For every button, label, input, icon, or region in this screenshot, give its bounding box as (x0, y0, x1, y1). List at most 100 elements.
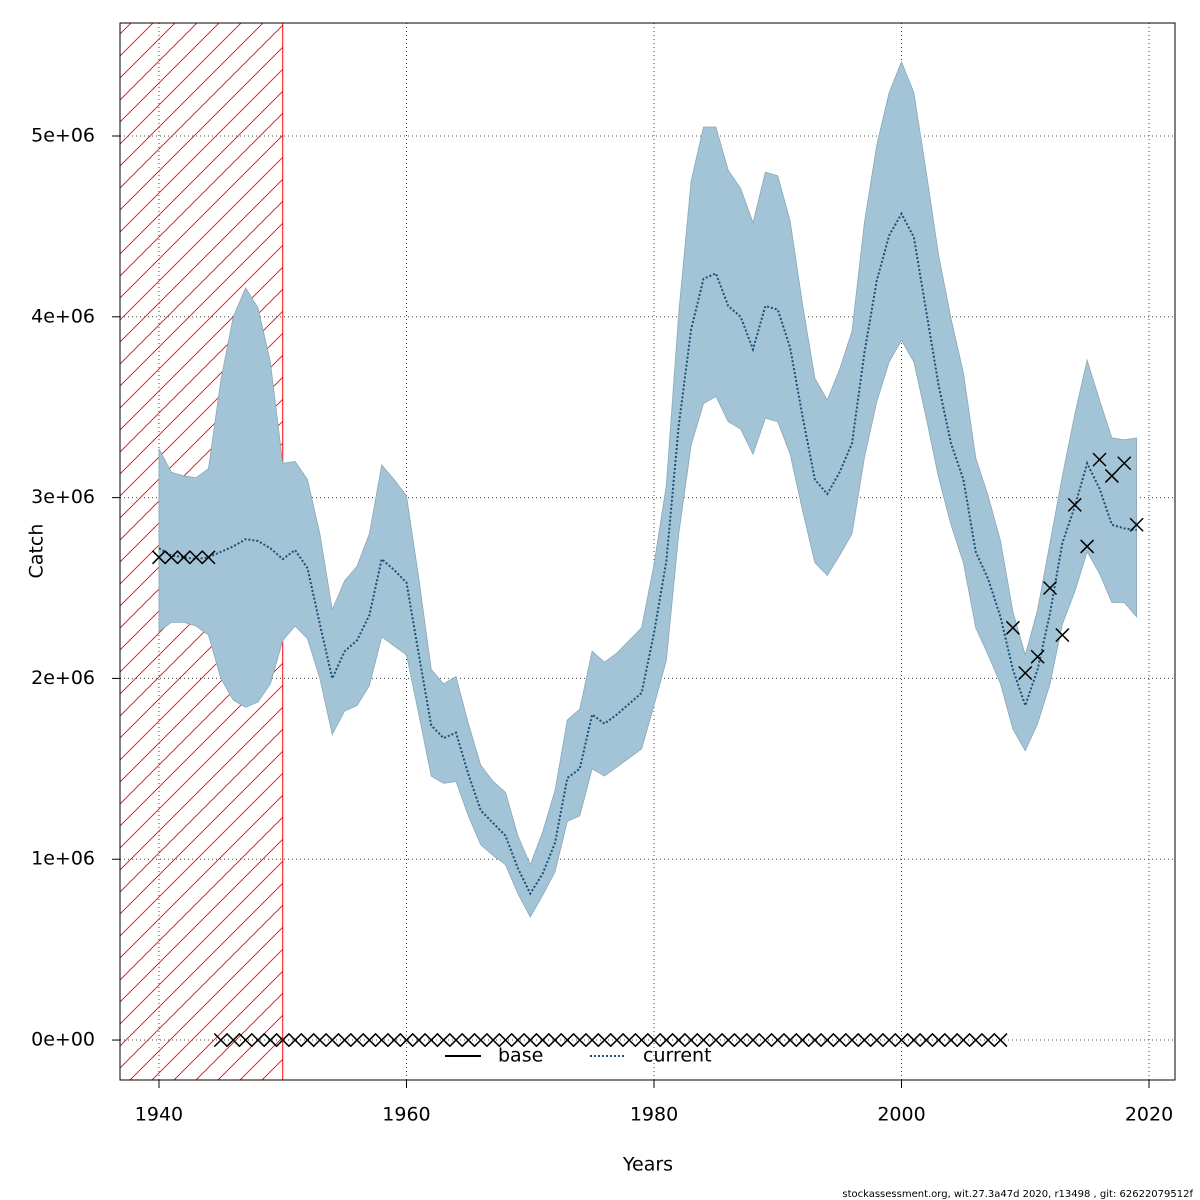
marker-stroke (597, 1033, 612, 1048)
observed-marker (1104, 468, 1119, 483)
observed-marker (1042, 580, 1058, 596)
observed-marker (238, 1033, 253, 1048)
marker-stroke (906, 1033, 921, 1048)
marker-stroke (164, 550, 179, 565)
marker-stroke (510, 1033, 525, 1048)
marker-stroke (374, 1033, 389, 1048)
marker-stroke (275, 1033, 290, 1048)
observed-marker (609, 1033, 624, 1048)
observed-marker (547, 1033, 563, 1048)
marker-stroke (869, 1033, 884, 1048)
observed-marker (337, 1033, 352, 1048)
marker-stroke (820, 1033, 835, 1048)
marker-stroke (362, 1033, 377, 1048)
observed-marker (1117, 456, 1132, 471)
plot-frame (119, 22, 1176, 1081)
marker-stroke (461, 1033, 476, 1048)
observed-marker (523, 1033, 538, 1048)
marker-stroke (337, 1033, 352, 1048)
marker-stroke (238, 1033, 253, 1048)
marker-stroke (1067, 497, 1082, 512)
observed-marker (1018, 665, 1033, 681)
marker-stroke (1005, 620, 1020, 635)
observed-marker (1129, 517, 1144, 532)
observed-marker (770, 1033, 785, 1048)
marker-stroke (547, 1033, 563, 1048)
observed-marker (585, 1033, 600, 1048)
observed-marker (745, 1033, 761, 1048)
observed-marker (1080, 539, 1095, 554)
observed-marker (572, 1033, 587, 1048)
observed-marker (535, 1033, 550, 1048)
observed-marker (733, 1033, 748, 1048)
observed-marker (708, 1033, 723, 1048)
marker-stroke (473, 1033, 488, 1048)
observed-marker (931, 1033, 946, 1048)
observed-marker (684, 1033, 699, 1048)
marker-stroke (708, 1033, 723, 1048)
observed-marker (151, 550, 167, 565)
marker-stroke (745, 1033, 761, 1048)
observed-marker (832, 1033, 847, 1048)
marker-stroke (671, 1033, 686, 1048)
observed-marker (956, 1033, 971, 1048)
marker-stroke (857, 1033, 872, 1048)
observed-marker (213, 1033, 228, 1048)
y-tick-label: 3e+06 (31, 486, 95, 508)
y-tick-label: 5e+06 (31, 125, 95, 147)
observed-marker (993, 1033, 1008, 1048)
confidence-band (158, 60, 1138, 918)
observed-marker (349, 1033, 365, 1048)
observed-marker (424, 1033, 439, 1048)
y-tick-label: 1e+06 (31, 848, 95, 870)
marker-stroke (943, 1033, 959, 1048)
marker-stroke (263, 1033, 278, 1048)
marker-stroke (213, 1033, 228, 1048)
marker-stroke (1104, 468, 1119, 483)
y-axis-label: Catch (26, 524, 48, 579)
marker-stroke (622, 1033, 637, 1048)
observed-marker (300, 1033, 315, 1048)
marker-stroke (721, 1033, 736, 1048)
marker-stroke (288, 1033, 303, 1048)
marker-stroke (1030, 649, 1045, 664)
marker-stroke (176, 550, 191, 565)
marker-stroke (844, 1033, 860, 1048)
observed-marker (263, 1033, 278, 1048)
observed-marker (634, 1033, 649, 1048)
marker-stroke (795, 1033, 810, 1048)
observed-marker (1005, 620, 1020, 635)
marker-stroke (919, 1033, 934, 1048)
marker-stroke (733, 1033, 748, 1048)
observed-marker (894, 1033, 909, 1048)
marker-stroke (226, 1033, 241, 1048)
series-line (158, 211, 1137, 896)
marker-stroke (894, 1033, 909, 1048)
marker-stroke (560, 1033, 575, 1048)
observed-marker (288, 1033, 303, 1048)
marker-stroke (436, 1033, 451, 1048)
observed-marker (758, 1033, 773, 1048)
marker-stroke (807, 1033, 822, 1048)
footer: stockassessment.org, wit.27.3a47d 2020, … (842, 1189, 1193, 1200)
marker-stroke (931, 1033, 946, 1048)
observed-marker (461, 1033, 476, 1048)
marker-stroke (783, 1033, 798, 1048)
marker-stroke (151, 550, 167, 565)
x-axis-label: Years (622, 1154, 673, 1176)
marker-stroke (968, 1033, 983, 1048)
observed-marker (448, 1033, 464, 1048)
marker-stroke (609, 1033, 624, 1048)
marker-stroke (993, 1033, 1008, 1048)
x-tick-label: 2000 (877, 1104, 925, 1126)
marker-stroke (585, 1033, 600, 1048)
marker-stroke (659, 1033, 674, 1048)
observed-marker (844, 1033, 860, 1048)
marker-stroke (1092, 452, 1107, 467)
legend-label: current (643, 1045, 712, 1067)
marker-stroke (201, 550, 216, 565)
marker-stroke (498, 1033, 513, 1048)
observed-marker (597, 1033, 612, 1048)
marker-stroke (325, 1033, 340, 1048)
